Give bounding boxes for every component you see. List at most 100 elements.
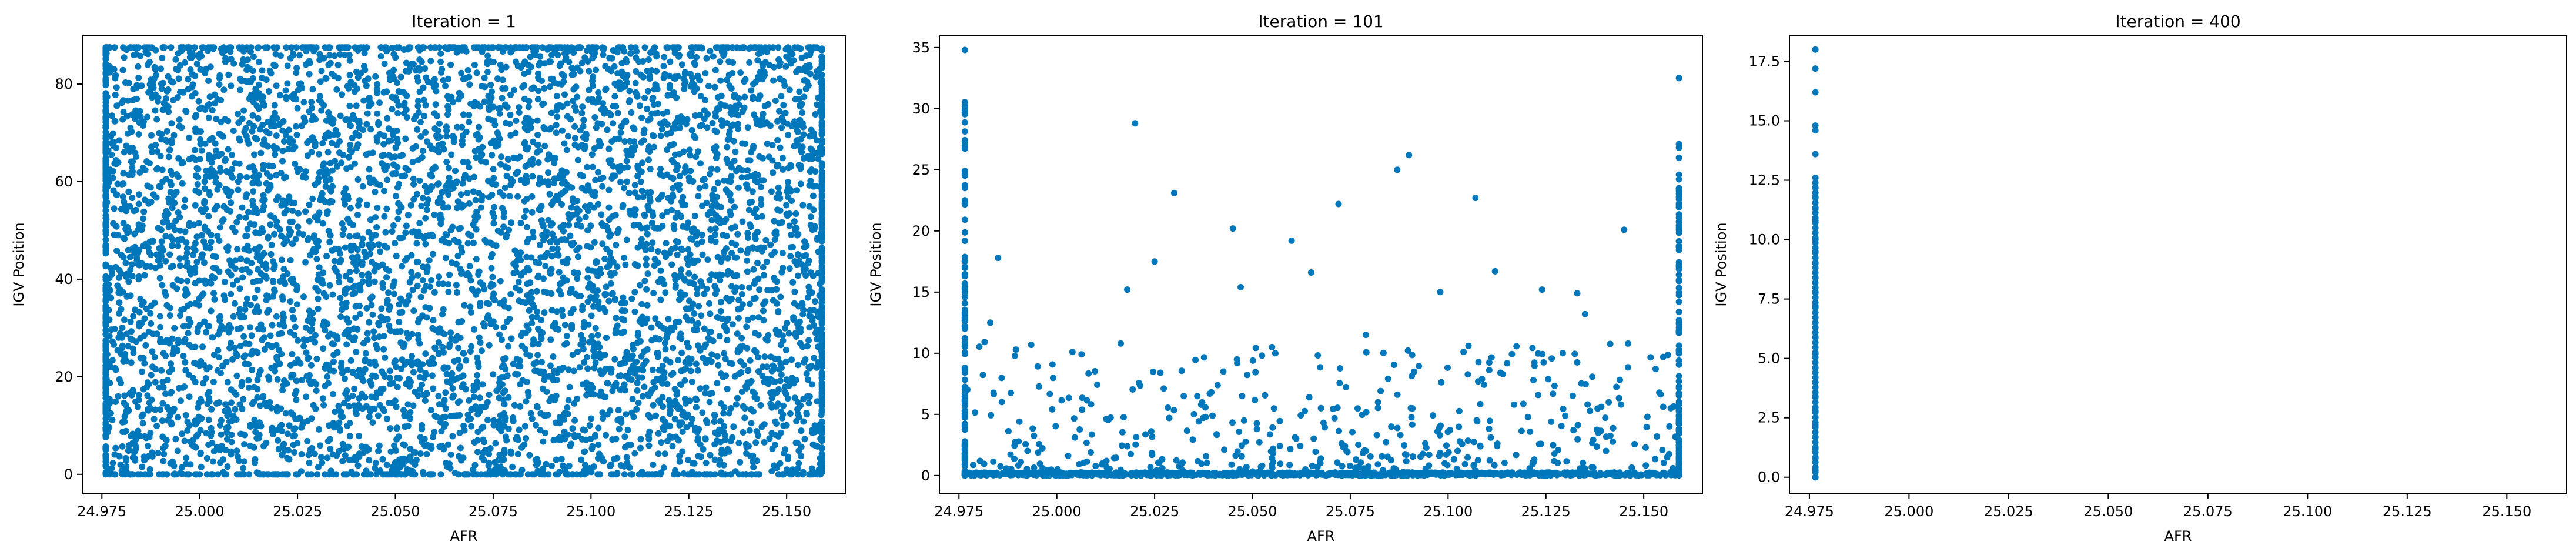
- data-point: [601, 255, 608, 262]
- data-point: [481, 439, 487, 446]
- data-point: [327, 232, 334, 239]
- data-point: [687, 367, 694, 375]
- data-point: [703, 285, 710, 292]
- data-point: [803, 370, 810, 377]
- data-point: [567, 310, 574, 317]
- data-point: [197, 427, 204, 434]
- data-point: [634, 244, 641, 251]
- data-point: [127, 266, 134, 273]
- data-point: [478, 197, 485, 204]
- data-point: [414, 392, 421, 399]
- data-point: [417, 450, 424, 457]
- data-point: [426, 187, 433, 194]
- data-point: [316, 264, 323, 271]
- data-point: [637, 178, 644, 185]
- data-point: [417, 119, 424, 126]
- data-point: [224, 412, 231, 419]
- data-point: [150, 416, 158, 423]
- data-point: [357, 69, 364, 76]
- data-point: [807, 51, 814, 58]
- data-point: [166, 251, 173, 258]
- data-point: [603, 335, 610, 341]
- data-point: [384, 115, 391, 122]
- data-point: [248, 332, 255, 339]
- data-point: [322, 183, 329, 190]
- data-point: [467, 303, 474, 310]
- data-point: [416, 316, 423, 323]
- data-point: [558, 127, 566, 134]
- data-point: [462, 271, 469, 278]
- data-point: [711, 186, 718, 193]
- data-point: [333, 86, 340, 93]
- data-point: [524, 144, 531, 151]
- data-point: [486, 460, 493, 467]
- data-point: [449, 223, 456, 230]
- data-point: [133, 153, 140, 160]
- data-point: [169, 242, 176, 249]
- data-point: [585, 208, 591, 215]
- data-point: [434, 147, 441, 154]
- data-point: [323, 253, 330, 260]
- data-point: [672, 284, 679, 291]
- data-point: [379, 368, 386, 375]
- data-point: [210, 265, 217, 271]
- data-point: [721, 404, 728, 411]
- data-point: [801, 93, 808, 101]
- data-point: [628, 366, 635, 373]
- data-point: [778, 93, 785, 100]
- data-point: [714, 353, 721, 360]
- data-point: [780, 102, 787, 109]
- data-point: [222, 401, 229, 408]
- data-point: [245, 361, 252, 367]
- data-point: [614, 263, 621, 270]
- data-point: [595, 200, 601, 208]
- data-point: [260, 393, 267, 400]
- data-point: [698, 312, 705, 319]
- data-point: [254, 376, 261, 383]
- data-point: [202, 375, 209, 382]
- data-point: [732, 223, 739, 230]
- data-point: [808, 269, 814, 276]
- data-point: [437, 58, 444, 65]
- data-point: [611, 356, 618, 363]
- data-point: [552, 419, 559, 426]
- data-point: [423, 450, 430, 457]
- data-point: [305, 354, 312, 361]
- data-point: [701, 343, 708, 350]
- data-point: [398, 365, 405, 372]
- data-point: [549, 245, 556, 252]
- data-point: [468, 423, 475, 430]
- data-point: [123, 330, 130, 337]
- data-point: [568, 65, 576, 71]
- data-point: [380, 346, 387, 353]
- data-point: [394, 110, 402, 116]
- data-point: [643, 255, 650, 262]
- data-point: [339, 91, 345, 98]
- data-point: [299, 376, 306, 383]
- data-point: [293, 132, 300, 138]
- data-point: [387, 76, 393, 83]
- data-point: [108, 112, 115, 119]
- data-point: [510, 360, 517, 367]
- data-point: [710, 337, 717, 345]
- data-point: [351, 160, 358, 167]
- data-point: [654, 109, 661, 116]
- data-point: [661, 450, 668, 457]
- data-point: [534, 352, 541, 359]
- data-point: [306, 108, 313, 115]
- data-point: [326, 282, 333, 289]
- data-point: [623, 75, 630, 82]
- data-point: [494, 228, 501, 234]
- data-point: [435, 393, 442, 400]
- data-point: [494, 129, 501, 136]
- data-point: [741, 414, 748, 422]
- data-point: [311, 235, 318, 242]
- data-point: [681, 85, 688, 92]
- data-point: [424, 78, 431, 85]
- data-point: [125, 97, 132, 104]
- data-point: [487, 139, 494, 146]
- data-point: [561, 91, 568, 98]
- data-point: [494, 75, 501, 82]
- data-point: [788, 198, 795, 204]
- data-point: [783, 202, 790, 209]
